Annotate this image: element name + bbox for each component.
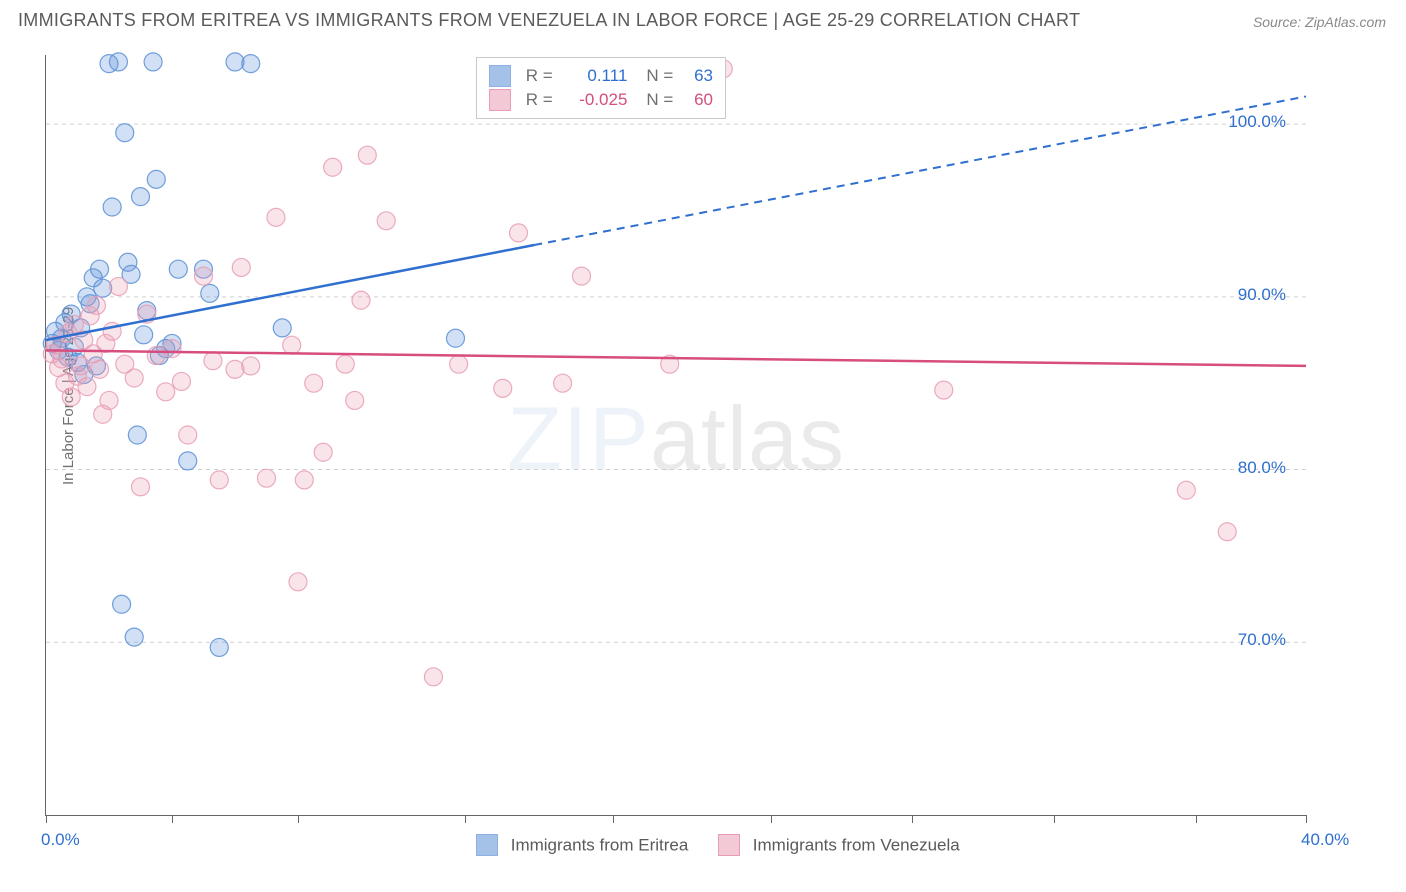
x-tick: [1306, 815, 1307, 823]
series-name-eritrea: Immigrants from Eritrea: [511, 835, 689, 854]
x-tick: [298, 815, 299, 823]
x-tick: [613, 815, 614, 823]
x-tick: [465, 815, 466, 823]
x-tick-label: 40.0%: [1301, 830, 1349, 850]
y-tick-label: 100.0%: [1228, 112, 1286, 132]
r-value-eritrea: 0.111: [557, 64, 627, 88]
chart-title: IMMIGRANTS FROM ERITREA VS IMMIGRANTS FR…: [18, 10, 1080, 31]
y-tick-label: 70.0%: [1238, 630, 1286, 650]
series-name-venezuela: Immigrants from Venezuela: [753, 835, 960, 854]
chart-svg: [46, 55, 1306, 815]
x-tick: [46, 815, 47, 823]
r-value-venezuela: -0.025: [557, 88, 627, 112]
x-tick: [172, 815, 173, 823]
legend-swatch-venezuela-2: [718, 834, 740, 856]
plot-area: In Labor Force | Age 25-29 ZIPatlas R = …: [45, 55, 1306, 816]
source-attribution: Source: ZipAtlas.com: [1253, 14, 1386, 30]
n-value-eritrea: 63: [678, 64, 713, 88]
legend-swatch-eritrea: [489, 65, 511, 87]
legend-swatch-eritrea-2: [476, 834, 498, 856]
legend-swatch-venezuela: [489, 89, 511, 111]
n-value-venezuela: 60: [678, 88, 713, 112]
correlation-legend: R = 0.111 N = 63 R = -0.025 N = 60: [476, 57, 726, 119]
y-tick-label: 80.0%: [1238, 458, 1286, 478]
x-tick: [912, 815, 913, 823]
y-tick-label: 90.0%: [1238, 285, 1286, 305]
x-tick: [1054, 815, 1055, 823]
x-tick: [1196, 815, 1197, 823]
series-legend: Immigrants from Eritrea Immigrants from …: [476, 835, 960, 857]
x-tick: [771, 815, 772, 823]
x-tick-label: 0.0%: [41, 830, 80, 850]
